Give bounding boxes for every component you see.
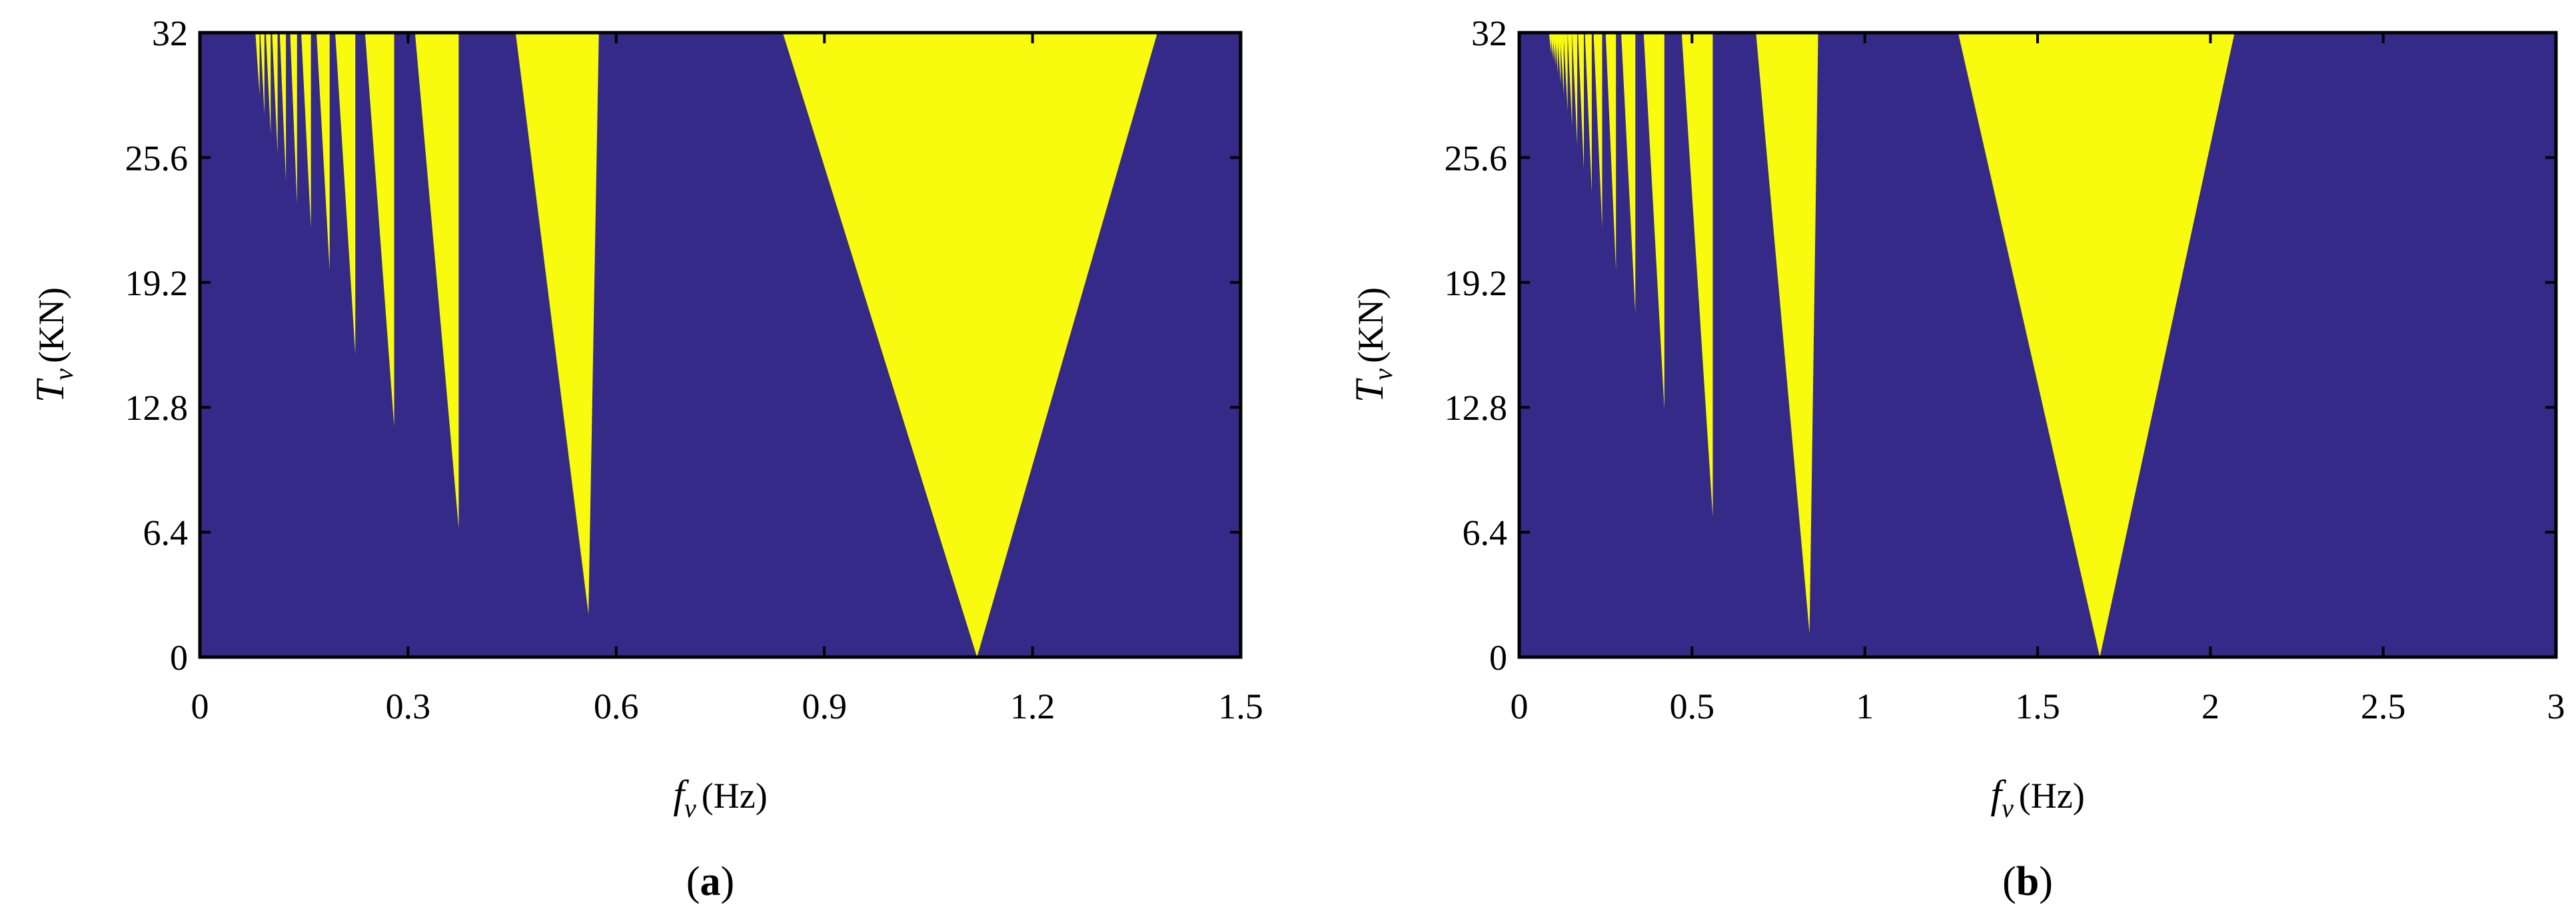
caption-letter: b (2016, 859, 2039, 904)
y-tick-label: 12.8 (1445, 388, 1508, 428)
region-wedge-1 (782, 33, 1158, 657)
x-tick-label: 0.3 (386, 686, 431, 726)
x-tick-label: 3 (2547, 686, 2565, 726)
caption-open: ( (2002, 859, 2016, 904)
region-wedge-8 (1585, 33, 1592, 193)
axes-frame (198, 31, 1243, 659)
y-tick-label: 19.2 (125, 263, 189, 303)
region-wedge-5 (335, 33, 356, 355)
region-wedge-11 (1567, 33, 1573, 127)
y-axis-subscript: v (1368, 369, 1398, 381)
region-wedge-13 (255, 33, 260, 95)
x-tick-label: 1.5 (1218, 686, 1263, 726)
caption-close: ) (721, 859, 735, 904)
y-tick-label: 32 (152, 13, 188, 53)
y-tick-label: 0 (1489, 638, 1507, 678)
x-tick-label: 0 (1511, 686, 1529, 726)
x-axis-title: fv (Hz) (673, 772, 767, 823)
y-tick-label: 25.6 (125, 138, 189, 178)
x-axis-subscript: v (684, 793, 696, 823)
x-tick-label: 1 (1856, 686, 1874, 726)
region-wedge-4 (1643, 33, 1664, 410)
x-axis-unit: (Hz) (2019, 776, 2085, 816)
region-wedge-1 (1958, 33, 2235, 657)
x-tick-label: 2.5 (2361, 686, 2406, 726)
caption-letter: a (700, 859, 721, 904)
caption-open: ( (686, 859, 700, 904)
region-wedge-9 (1578, 33, 1584, 169)
region-wedge-9 (279, 33, 287, 181)
region-wedge-5 (1621, 33, 1636, 314)
region-wedge-15 (1555, 33, 1559, 74)
y-axis-title: Tv (KN) (1347, 287, 1398, 403)
y-axis-title: Tv (KN) (28, 287, 79, 403)
y-axis-symbol: T (1347, 378, 1391, 403)
region-wedge-14 (1557, 33, 1561, 84)
y-axis-subscript: v (49, 369, 79, 381)
x-tick-label: 0.5 (1670, 686, 1715, 726)
region-wedge-12 (260, 33, 265, 115)
panel-caption: (a) (686, 859, 734, 904)
region-wedge-8 (290, 33, 297, 205)
caption-close: ) (2039, 859, 2053, 904)
y-tick-label: 12.8 (125, 388, 189, 428)
x-tick-label: 0.9 (802, 686, 847, 726)
region-wedge-3 (414, 33, 459, 528)
y-tick-label: 6.4 (143, 513, 189, 553)
region-wedge-6 (316, 33, 330, 271)
panel-a: 0 0.3 0.6 0.9 1.2 1.5 0 6.4 12.8 19.2 25.6 32 fv (Hz)… (28, 13, 1263, 904)
y-tick-label: 6.4 (1463, 513, 1508, 553)
x-tick-label: 1.5 (2015, 686, 2060, 726)
region-wedge-6 (1605, 33, 1616, 271)
x-axis-subscript: v (2002, 793, 2014, 823)
region-wedge-7 (1593, 33, 1603, 228)
region-wedge-13 (1560, 33, 1564, 95)
panel-caption: (b) (2002, 859, 2053, 904)
x-axis-unit: (Hz) (702, 776, 768, 816)
y-axis-unit: (KN) (31, 287, 71, 363)
region-wedge-4 (364, 33, 394, 427)
y-axis-unit: (KN) (1351, 287, 1391, 363)
y-tick-label: 25.6 (1445, 138, 1508, 178)
region-wedge-18 (1549, 33, 1552, 55)
region-wedge-10 (272, 33, 278, 154)
region-wedge-2 (515, 33, 599, 614)
x-tick-label: 0 (191, 686, 209, 726)
region-wedge-11 (265, 33, 271, 135)
x-tick-label: 1.2 (1010, 686, 1055, 726)
x-tick-label: 2 (2202, 686, 2220, 726)
x-tick-label: 0.6 (594, 686, 639, 726)
y-axis-symbol: T (28, 378, 72, 403)
region-wedge-10 (1572, 33, 1578, 146)
y-tick-label: 32 (1471, 13, 1507, 53)
y-tick-label: 19.2 (1445, 263, 1508, 303)
region-wedge-12 (1563, 33, 1568, 111)
region-wedge-7 (301, 33, 311, 228)
x-axis-title: fv (Hz) (1990, 772, 2084, 823)
y-tick-label: 0 (170, 638, 188, 678)
region-wedge-2 (1756, 33, 1818, 634)
region-wedge-3 (1681, 33, 1713, 517)
